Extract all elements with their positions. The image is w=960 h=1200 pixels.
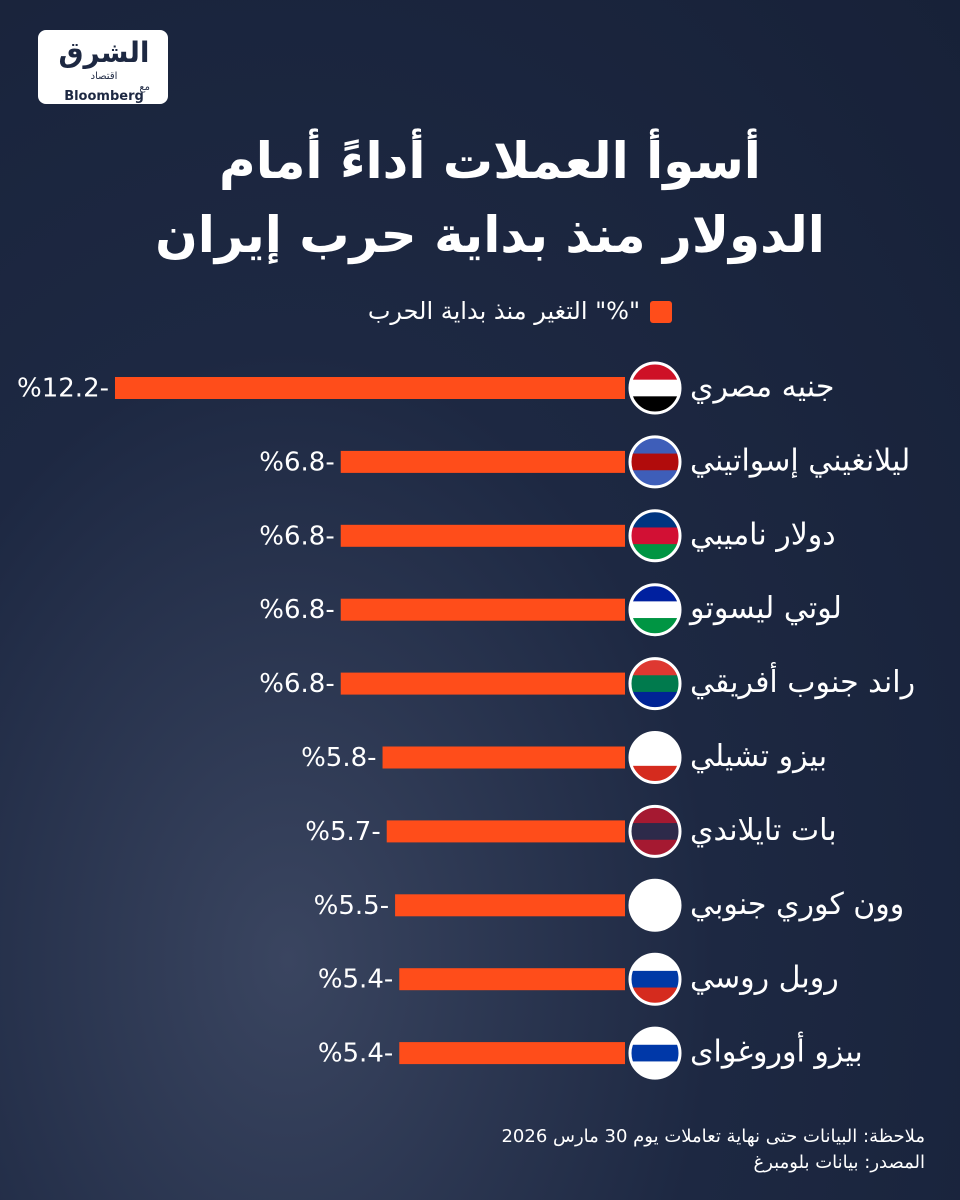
value-label: %6.8-	[259, 447, 334, 477]
category-label: لوتي ليسوتو	[688, 591, 842, 626]
flag-ring	[628, 583, 682, 637]
chart-title: أسوأ العملات أداءً أمام	[219, 128, 761, 191]
category-label: جنيه مصري	[690, 370, 834, 405]
flag-ring	[628, 1026, 682, 1080]
logo-partner: Bloomberg	[64, 89, 144, 104]
bar	[340, 598, 625, 621]
value-label: %5.7-	[305, 817, 380, 847]
flag-ring	[628, 804, 682, 858]
flag-ring	[628, 361, 682, 415]
flag-ring	[628, 878, 682, 932]
flag-stripe	[630, 823, 680, 841]
logo-name: الشرق	[58, 36, 149, 69]
bar	[340, 524, 625, 547]
bar	[340, 450, 625, 473]
source: المصدر: بيانات بلومبرغ	[753, 1152, 925, 1173]
flag-ring	[628, 952, 682, 1006]
value-label: %12.2-	[17, 374, 109, 404]
chart-title: الدولار منذ بداية حرب إيران	[155, 206, 825, 265]
category-label: بيزو تشيلي	[690, 739, 827, 774]
flag-ring	[628, 731, 682, 784]
flag-stripe	[630, 896, 680, 915]
category-label: دولار ناميبي	[690, 517, 836, 552]
bar	[395, 894, 625, 917]
logo-box	[38, 30, 168, 104]
category-label: راند جنوب أفريقي	[690, 661, 915, 700]
logo-prefix: مع	[139, 82, 150, 93]
value-label: %5.4-	[318, 965, 393, 995]
category-label: بات تايلاندي	[690, 813, 837, 848]
value-label: %5.4-	[318, 1039, 393, 1069]
flag-ring	[628, 509, 682, 563]
flag-ring	[628, 657, 682, 711]
flag-stripe	[630, 453, 680, 471]
bar	[382, 746, 625, 769]
value-label: %5.5-	[314, 891, 389, 921]
flag-stripe	[630, 527, 680, 545]
category-label: ليلانغيني إسواتيني	[690, 443, 910, 478]
flag-stripe	[630, 970, 680, 989]
legend-label: التغير منذ بداية الحرب "%"	[368, 297, 640, 325]
legend-swatch	[650, 301, 672, 323]
category-label: وون كوري جنوبي	[690, 887, 904, 922]
flag-stripe	[630, 675, 680, 693]
bar	[340, 672, 625, 695]
bar	[399, 968, 625, 991]
flag-stripe	[630, 379, 680, 397]
logo-sub: اقتصاد	[91, 71, 118, 82]
flag-stripe	[630, 601, 680, 619]
value-label: %6.8-	[259, 595, 334, 625]
value-label: %6.8-	[259, 669, 334, 699]
bar	[115, 377, 625, 399]
value-label: %5.8-	[301, 743, 376, 773]
value-label: %6.8-	[259, 521, 334, 551]
bar	[386, 820, 625, 843]
flag-stripe	[630, 1044, 680, 1062]
bar	[399, 1042, 625, 1065]
category-label: بيزو أوروغواى	[690, 1031, 863, 1070]
flag-ring	[628, 435, 682, 489]
category-label: روبل روسي	[690, 961, 839, 996]
note: ملاحظة: البيانات حتى نهاية تعاملات يوم 3…	[501, 1126, 925, 1147]
flag-stripe	[630, 749, 680, 767]
